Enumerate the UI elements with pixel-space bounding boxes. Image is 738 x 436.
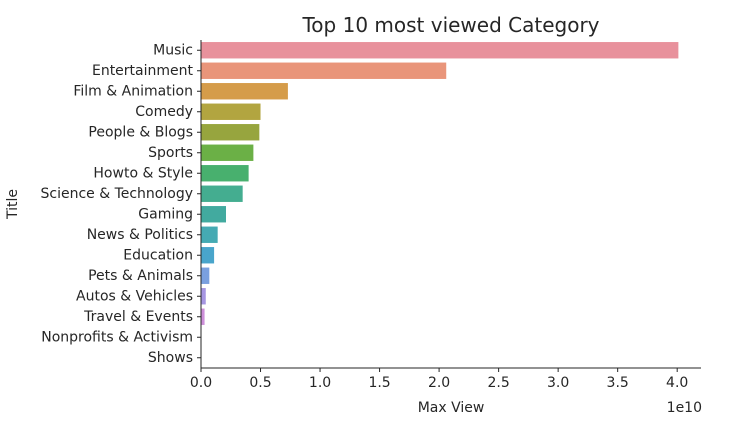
y-tick-label: Shows: [148, 350, 193, 366]
bar: [201, 206, 226, 223]
bar-group: [201, 42, 679, 366]
bar: [201, 124, 260, 141]
bar: [201, 165, 249, 182]
y-tick-labels: Music Entertainment Film & Animation Comedy…: [40, 42, 201, 366]
y-tick-label: Music: [153, 42, 193, 58]
y-tick-label: People & Blogs: [88, 124, 193, 140]
y-tick-label: Howto & Style: [93, 165, 193, 181]
y-tick-label: News & Politics: [87, 227, 193, 243]
y-tick-label: Pets & Animals: [88, 268, 193, 284]
x-tick-label: 0.5: [249, 375, 271, 391]
bar: [201, 62, 447, 79]
x-tick-label: 2.0: [428, 375, 450, 391]
y-tick-label: Comedy: [135, 104, 193, 120]
bar: [201, 247, 215, 264]
bar: [201, 103, 261, 120]
x-axis-label: Max View: [418, 400, 485, 416]
x-tick-label: 3.5: [607, 375, 629, 391]
x-tick-label: 2.5: [487, 375, 509, 391]
x-scale-offset-label: 1e10: [667, 400, 702, 416]
y-tick-label: Gaming: [138, 206, 193, 222]
x-ticks: 0.0 0.5 1.0 1.5 2.0 2.5 3.0 3.5 4.0: [190, 368, 688, 391]
y-tick-label: Travel & Events: [83, 309, 193, 325]
bar: [201, 144, 254, 161]
x-tick-label: 1.0: [309, 375, 331, 391]
bar: [201, 267, 210, 284]
bar: [201, 226, 218, 243]
x-tick-label: 1.5: [368, 375, 390, 391]
y-tick-label: Education: [123, 247, 193, 263]
y-tick-label: Film & Animation: [73, 83, 193, 99]
bar: [201, 288, 206, 305]
bar: [201, 83, 288, 100]
bar: [201, 308, 205, 325]
bar: [201, 42, 679, 59]
y-tick-label: Science & Technology: [40, 186, 193, 202]
x-tick-label: 3.0: [547, 375, 569, 391]
y-tick-label: Autos & Vehicles: [76, 288, 193, 304]
x-tick-label: 4.0: [666, 375, 688, 391]
chart-title: Top 10 most viewed Category: [301, 13, 599, 37]
bar: [201, 185, 243, 202]
y-axis-label: Title: [5, 189, 21, 220]
y-tick-label: Nonprofits & Activism: [41, 329, 193, 345]
y-tick-label: Sports: [148, 145, 193, 161]
x-tick-label: 0.0: [190, 375, 212, 391]
y-tick-label: Entertainment: [92, 63, 194, 79]
